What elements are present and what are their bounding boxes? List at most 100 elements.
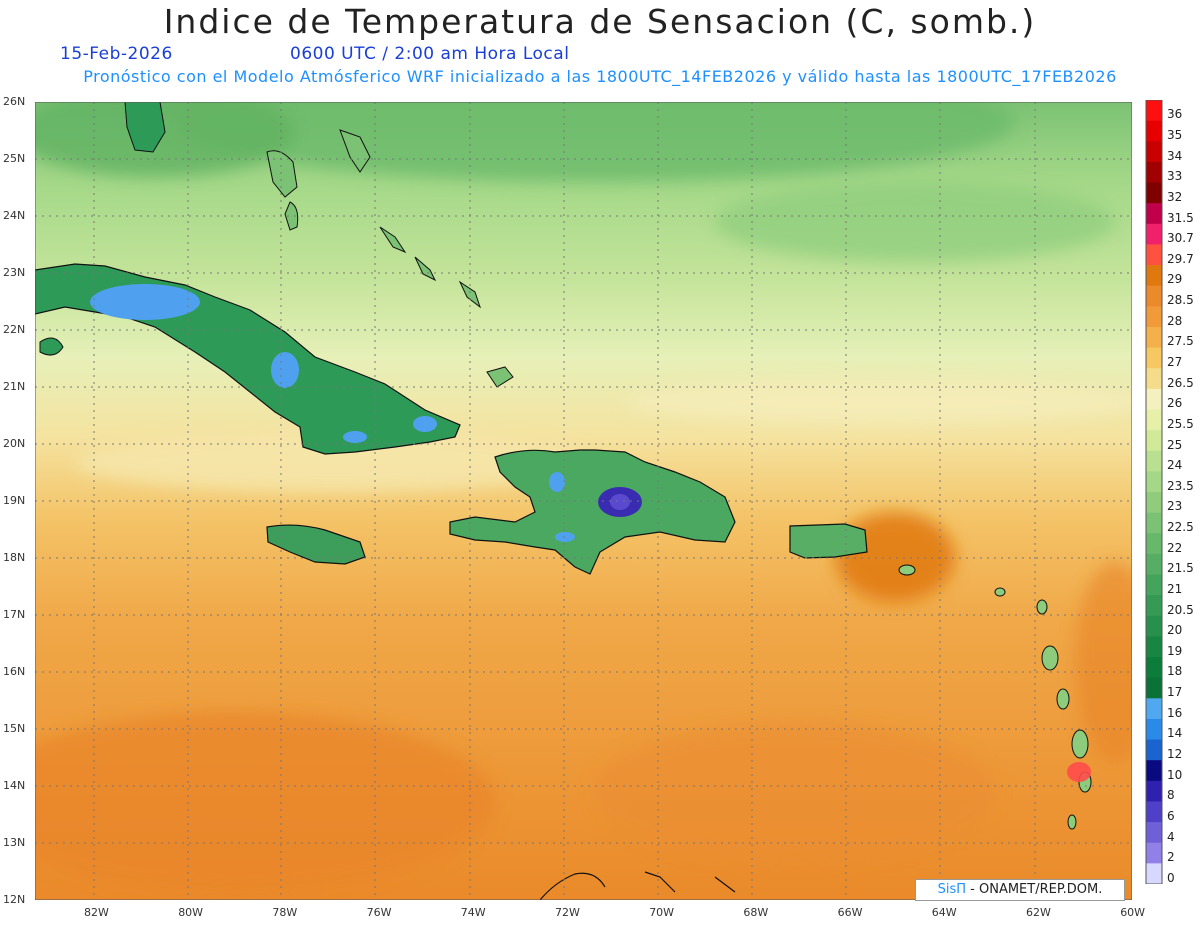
colorbar-frame [1145, 100, 1163, 884]
florida-coast [124, 102, 166, 153]
lat-label-18n: 18N [3, 551, 26, 564]
colorbar-label: 26 [1167, 396, 1183, 411]
lon-label-76w: 76W [366, 906, 392, 919]
lesser-antilles [898, 564, 1092, 830]
colorbar-label: 20.5 [1167, 602, 1194, 617]
colorbar-label: 10 [1167, 767, 1183, 782]
south-america-coast [539, 871, 736, 900]
colorbar-segment [1146, 842, 1162, 864]
lon-label-60w: 60W [1120, 906, 1146, 919]
sispi-logo-text: SisΠ [937, 882, 967, 897]
colorbar-label: 19 [1167, 643, 1183, 658]
colorbar-segment [1146, 161, 1162, 184]
colorbar-segment [1146, 306, 1162, 328]
colorbar-label: 14 [1167, 726, 1183, 741]
colorbar-label: 28.5 [1167, 293, 1194, 308]
colorbar-segment [1146, 347, 1162, 369]
colorbar-label: 35 [1167, 128, 1183, 143]
colorbar-label: 27 [1167, 355, 1183, 370]
colorbar-segment [1146, 533, 1162, 555]
lat-label-16n: 16N [3, 665, 26, 678]
lon-label-70w: 70W [649, 906, 675, 919]
colorbar-segment [1146, 450, 1162, 472]
lat-lon-grid [35, 102, 1132, 900]
colorbar-label: 24 [1167, 458, 1183, 473]
colorbar-segment [1146, 698, 1162, 720]
lon-label-68w: 68W [743, 906, 769, 919]
lat-label-26n: 26N [3, 95, 26, 108]
heat-index-map [35, 102, 1132, 900]
map-title: Indice de Temperatura de Sensacion (C, s… [163, 2, 1037, 41]
colorbar-segment [1146, 100, 1162, 122]
colorbar-segment [1146, 120, 1162, 142]
credit-text: - ONAMET/REP.DOM. [966, 882, 1103, 897]
lon-label-66w: 66W [837, 906, 863, 919]
colorbar-label: 36 [1167, 107, 1183, 122]
colorbar-segment [1146, 512, 1162, 534]
colorbar-label: 30.7 [1167, 231, 1194, 246]
cuba-island [35, 263, 461, 455]
colorbar-segment [1146, 492, 1162, 514]
lat-label-21n: 21N [3, 380, 26, 393]
lon-label-62w: 62W [1026, 906, 1051, 919]
colorbar-label: 2 [1167, 850, 1175, 865]
lon-label-72w: 72W [555, 906, 580, 919]
colorbar-label: 16 [1167, 705, 1183, 720]
colorbar-segment [1146, 595, 1162, 617]
colorbar-label: 33 [1167, 169, 1183, 184]
colorbar-segment [1146, 388, 1162, 410]
lat-label-15n: 15N [3, 722, 26, 735]
colorbar-label: 21.5 [1167, 561, 1194, 576]
colorbar-label: 27.5 [1167, 334, 1194, 349]
colorbar-label: 34 [1167, 148, 1183, 163]
colorbar-label: 17 [1167, 685, 1183, 700]
colorbar-segment [1146, 141, 1162, 163]
colorbar-label: 6 [1167, 808, 1175, 823]
puerto-rico-island [789, 523, 868, 559]
colorbar-segment [1146, 822, 1162, 844]
lat-label-13n: 13N [3, 836, 26, 849]
lat-label-24n: 24N [3, 209, 26, 222]
lon-label-78w: 78W [272, 906, 298, 919]
lon-label-82w: 82W [84, 906, 109, 919]
colorbar-label: 29.7 [1167, 251, 1194, 266]
colorbar-segment [1146, 223, 1162, 245]
lat-label-22n: 22N [3, 323, 26, 336]
colorbar-label: 25.5 [1167, 416, 1194, 431]
colorbar-segment [1146, 718, 1162, 741]
colorbar-label: 8 [1167, 788, 1175, 803]
lat-label-17n: 17N [3, 608, 26, 621]
colorbar-label: 22 [1167, 540, 1183, 555]
colorbar-segment [1146, 657, 1162, 679]
colorbar-segment [1146, 182, 1162, 204]
colorbar-segment [1146, 553, 1162, 576]
credit-box: SisΠ - ONAMET/REP.DOM. [915, 879, 1125, 901]
colorbar-label: 31.5 [1167, 210, 1194, 225]
colorbar-segment [1146, 285, 1162, 307]
colorbar-segment [1146, 760, 1162, 782]
lon-label-74w: 74W [460, 906, 486, 919]
bahamas-islands [266, 129, 514, 388]
colorbar-segment [1146, 574, 1162, 596]
colorbar-segment [1146, 368, 1162, 390]
colorbar-label: 20 [1167, 623, 1183, 638]
lat-label-19n: 19N [3, 494, 26, 507]
colorbar-label: 12 [1167, 747, 1183, 762]
colorbar-label: 25 [1167, 437, 1183, 452]
lat-label-25n: 25N [3, 152, 26, 165]
colorbar-label: 23 [1167, 499, 1183, 514]
lon-label-64w: 64W [931, 906, 957, 919]
hispaniola-island [449, 449, 736, 575]
colorbar-label: 0 [1167, 870, 1175, 885]
colorbar-segment [1146, 430, 1162, 452]
colorbar-label: 28 [1167, 313, 1183, 328]
colorbar [1145, 100, 1163, 884]
lat-label-23n: 23N [3, 266, 26, 279]
colorbar-segment [1146, 265, 1162, 287]
model-info: Pronóstico con el Modelo Atmósferico WRF… [83, 67, 1117, 86]
colorbar-label: 22.5 [1167, 520, 1194, 535]
colorbar-segment [1146, 636, 1162, 658]
colorbar-label: 23.5 [1167, 478, 1194, 493]
colorbar-segment [1146, 780, 1162, 802]
colorbar-label: 26.5 [1167, 375, 1194, 390]
